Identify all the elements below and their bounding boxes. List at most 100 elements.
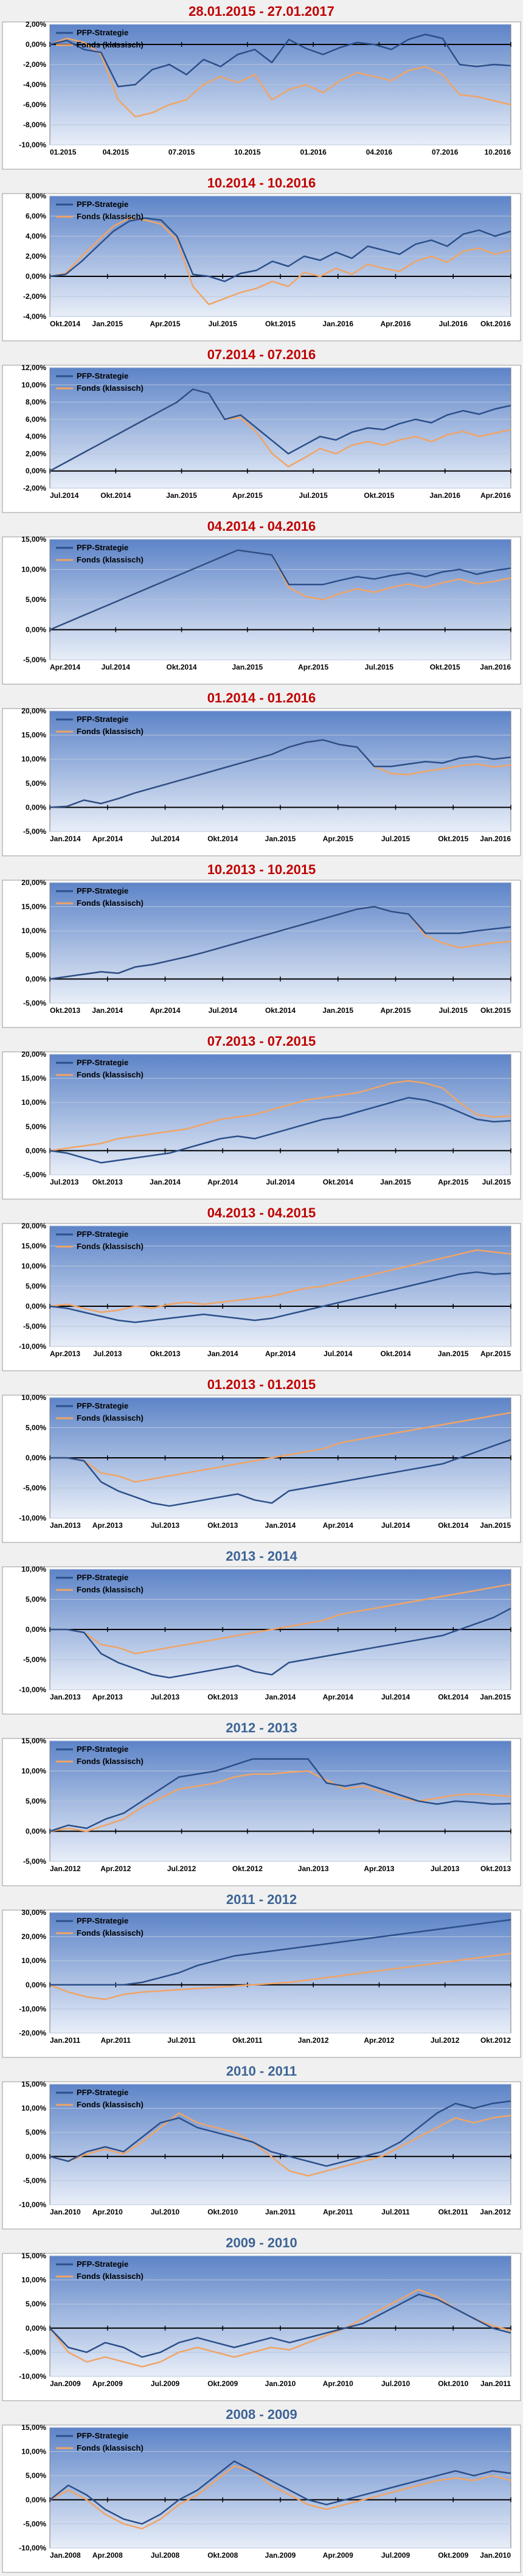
line-chart: 2008 - 2009 15,00% 10,00% 5,00% 0,00% -5,00% -… xyxy=(2,2407,521,2573)
legend-label: Fonds (klassisch) xyxy=(77,2443,144,2452)
y-tick-label: 5,00% xyxy=(26,1282,46,1290)
series-line-fund xyxy=(49,1953,511,2000)
chart-title: 28.01.2015 - 27.01.2017 xyxy=(189,4,334,19)
y-tick-label: 10,00% xyxy=(21,755,46,763)
plot-area xyxy=(49,1912,511,2034)
series-line-strategy xyxy=(49,1758,511,1832)
y-tick-label: 20,00% xyxy=(21,1050,46,1059)
line-chart: 01.2014 - 01.2016 20,00% 15,00% 10,00% 5,00%… xyxy=(2,690,521,856)
x-tick-label: Okt.2009 xyxy=(207,2379,238,2388)
x-tick-label: Jul.2014 xyxy=(209,1006,238,1015)
y-tick-label: 10,00% xyxy=(21,1565,46,1573)
y-tick-label: -10,00% xyxy=(19,1342,46,1351)
x-tick-label: Apr.2015 xyxy=(480,1349,511,1358)
chart-block: 2010 - 2011 15,00% 10,00% 5,00% 0,00% -5,00% -… xyxy=(0,2060,523,2231)
series-line-strategy xyxy=(49,549,511,631)
legend-label: PFP-Strategie xyxy=(77,371,128,380)
plot-area xyxy=(49,882,511,1004)
y-tick-label: 10,00% xyxy=(21,2448,46,2456)
x-tick-label: Apr.2014 xyxy=(323,1521,353,1530)
y-tick-label: 0,00% xyxy=(26,975,46,983)
line-chart: 2011 - 2012 30,00% 20,00% 10,00% 0,00% -10,00… xyxy=(2,1892,521,2058)
x-tick-label: Apr.2010 xyxy=(92,2208,123,2216)
x-tick-label: Okt.2010 xyxy=(207,2208,238,2216)
y-tick-label: 0,00% xyxy=(26,40,46,49)
x-tick-label: Okt.2014 xyxy=(167,663,197,671)
x-tick-label: Jan.2013 xyxy=(298,1864,329,1873)
line-chart: 07.2013 - 07.2015 20,00% 15,00% 10,00% 5,00%… xyxy=(2,1034,521,1200)
x-tick-label: Apr.2015 xyxy=(298,663,328,671)
x-tick-label: Jul.2014 xyxy=(381,1693,410,1701)
x-tick-label: 07.2016 xyxy=(432,148,459,156)
y-tick-label: 8,00% xyxy=(26,398,46,407)
legend-label: PFP-Strategie xyxy=(77,1058,128,1067)
x-tick-label: Okt.2014 xyxy=(207,835,238,843)
y-tick-label: -5,00% xyxy=(23,1656,46,1664)
x-tick-label: Okt.2016 xyxy=(480,320,511,328)
x-tick-label: Apr.2015 xyxy=(438,1178,468,1186)
x-tick-label: Okt.2011 xyxy=(232,2036,263,2045)
chart-title: 04.2013 - 04.2015 xyxy=(207,1205,316,1220)
x-tick-label: Jan.2008 xyxy=(50,2551,81,2560)
series-line-strategy xyxy=(49,2460,511,2525)
y-tick-label: 8,00% xyxy=(26,192,46,200)
series-line-strategy xyxy=(49,906,511,980)
x-tick-label: Okt.2012 xyxy=(480,2036,511,2045)
y-tick-label: -8,00% xyxy=(23,121,46,129)
x-tick-label: 01.2015 xyxy=(50,148,77,156)
y-tick-label: 0,00% xyxy=(26,626,46,634)
y-tick-label: 5,00% xyxy=(26,1595,46,1604)
x-tick-label: 04.2016 xyxy=(366,148,393,156)
x-tick-label: Okt.2014 xyxy=(100,491,131,500)
chart-title: 2012 - 2013 xyxy=(226,1720,297,1735)
x-tick-label: Jan.2011 xyxy=(480,2379,511,2388)
y-tick-label: -5,00% xyxy=(23,999,46,1007)
y-tick-label: 15,00% xyxy=(21,731,46,740)
chart-block: 2009 - 2010 15,00% 10,00% 5,00% 0,00% -5,00% -… xyxy=(0,2231,523,2403)
y-tick-label: -5,00% xyxy=(23,656,46,664)
chart-title: 07.2014 - 07.2016 xyxy=(207,347,316,362)
x-tick-label: Jan.2010 xyxy=(50,2208,81,2216)
chart-block: 04.2014 - 04.2016 15,00% 10,00% 5,00% 0,00% -… xyxy=(0,515,523,687)
x-tick-label: Okt.2009 xyxy=(438,2551,468,2560)
y-tick-label: -5,00% xyxy=(23,1857,46,1866)
y-tick-label: 5,00% xyxy=(26,2128,46,2137)
y-tick-label: -10,00% xyxy=(19,141,46,149)
y-tick-label: -2,00% xyxy=(23,484,46,492)
y-tick-label: 5,00% xyxy=(26,595,46,604)
y-tick-label: 15,00% xyxy=(21,1074,46,1083)
chart-title: 10.2014 - 10.2016 xyxy=(207,175,316,191)
series-line-fund xyxy=(49,217,511,306)
legend-label: PFP-Strategie xyxy=(77,715,128,724)
x-tick-label: Jan.2015 xyxy=(166,491,197,500)
y-tick-label: 0,00% xyxy=(26,803,46,811)
x-tick-label: Apr.2009 xyxy=(323,2551,353,2560)
x-tick-label: Jan.2011 xyxy=(50,2036,80,2045)
y-tick-label: 0,00% xyxy=(26,272,46,281)
plot-area xyxy=(49,367,511,489)
series-line-fund xyxy=(49,37,511,118)
legend-label: PFP-Strategie xyxy=(77,1745,128,1754)
legend-label: Fonds (klassisch) xyxy=(77,2272,144,2281)
x-tick-label: Apr.2015 xyxy=(380,1006,410,1015)
series-line-fund xyxy=(50,1583,511,1654)
y-tick-label: -2,00% xyxy=(23,292,46,301)
legend-label: PFP-Strategie xyxy=(77,1916,128,1925)
y-tick-label: 12,00% xyxy=(21,363,46,372)
x-tick-label: Jan.2012 xyxy=(298,2036,329,2045)
x-tick-label: Jul.2015 xyxy=(482,1178,511,1186)
y-tick-label: 5,00% xyxy=(26,2300,46,2308)
x-tick-label: Jul.2014 xyxy=(324,1349,353,1358)
y-tick-label: 10,00% xyxy=(21,2104,46,2113)
x-tick-label: Jul.2012 xyxy=(431,2036,460,2045)
x-tick-label: Jan.2015 xyxy=(92,320,123,328)
line-chart: 2009 - 2010 15,00% 10,00% 5,00% 0,00% -5,00% -… xyxy=(2,2235,521,2401)
y-tick-label: 0,00% xyxy=(26,1302,46,1311)
series-line-fund xyxy=(49,1249,511,1314)
y-tick-label: 10,00% xyxy=(21,1956,46,1965)
y-tick-label: 15,00% xyxy=(21,903,46,911)
x-tick-label: Apr.2015 xyxy=(150,320,180,328)
legend-label: PFP-Strategie xyxy=(77,1401,128,1410)
x-tick-label: Jan.2016 xyxy=(480,663,511,671)
line-chart: 28.01.2015 - 27.01.2017 2,00% 0,00% -2,00% -… xyxy=(2,4,521,170)
